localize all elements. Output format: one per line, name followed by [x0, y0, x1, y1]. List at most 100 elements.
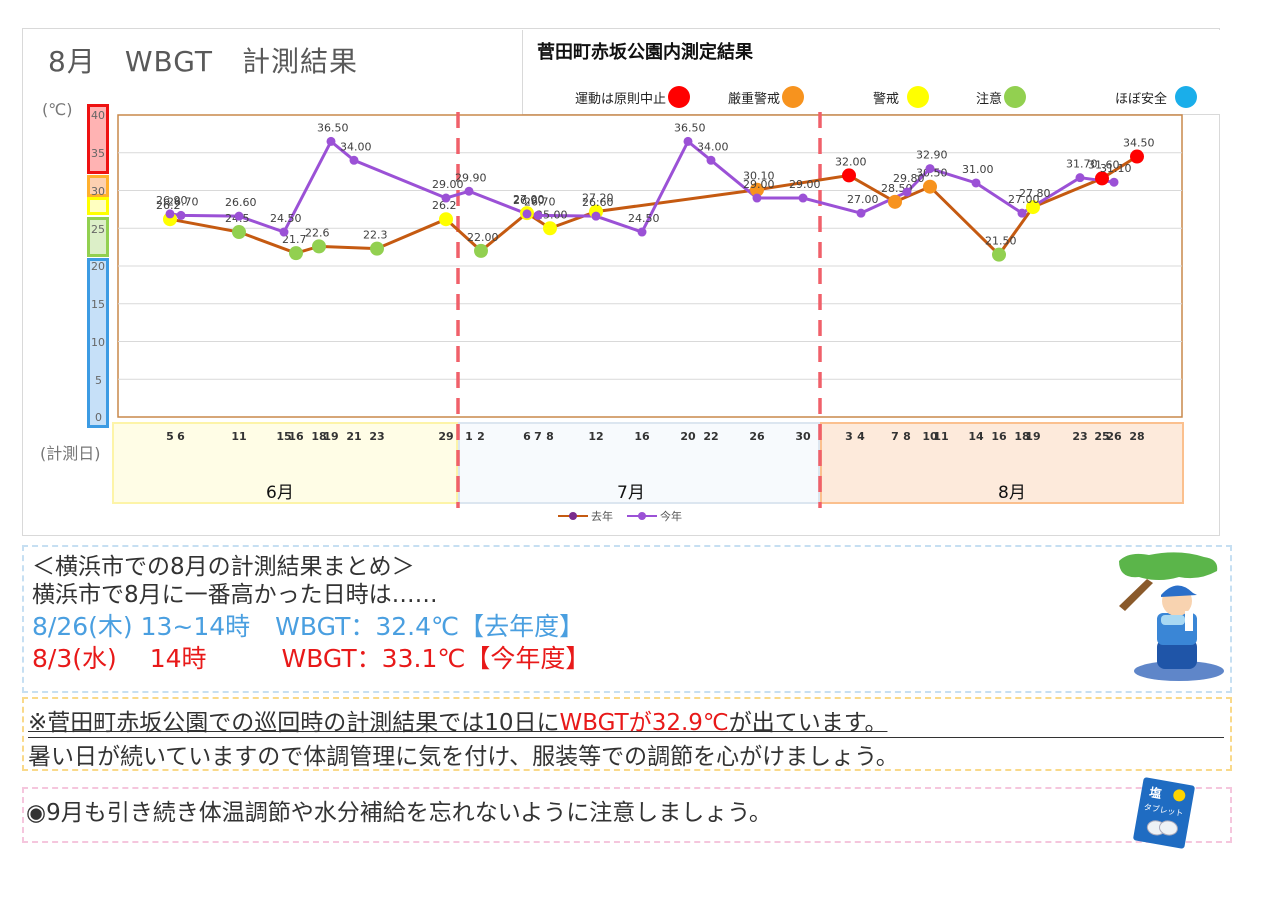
- note-line-2: 暑い日が続いていますので体調管理に気を付け、服装等での調節を心がけましょう。: [28, 744, 899, 770]
- x-tick-day: 11: [933, 430, 949, 443]
- x-tick-day: 20: [680, 430, 696, 443]
- month-label-july: 7月: [617, 483, 645, 503]
- data-label: 24.50: [270, 212, 302, 225]
- data-label: 21.50: [985, 235, 1017, 248]
- data-point-this-year: [752, 193, 762, 203]
- legend-level-caution: 注意: [976, 86, 1027, 108]
- summary-this-year: 8/3(水) 14時 WBGT：33.1℃【今年度】: [32, 644, 591, 673]
- y-tick: 30: [91, 185, 105, 198]
- data-point-last-year: [923, 179, 937, 194]
- data-point-this-year: [591, 211, 601, 221]
- x-tick-day: 8: [903, 430, 911, 443]
- y-tick: 25: [91, 223, 105, 236]
- data-label: 29.80: [893, 172, 925, 185]
- y-tick: 5: [95, 374, 102, 387]
- legend-this-year: 今年: [627, 508, 682, 524]
- x-tick-day: 8: [546, 430, 554, 443]
- data-label: 31.70: [1066, 158, 1098, 171]
- summary-box: ＜横浜市での8月の計測結果まとめ＞ 横浜市で8月に一番高かった日時は…… 8/2…: [22, 545, 1232, 693]
- legend-level-stop: 運動は原則中止: [575, 86, 691, 108]
- y-tick: 35: [91, 147, 105, 160]
- wbgt-line-chart: 26.224.521.722.622.326.222.0027.0025.002…: [117, 112, 1183, 508]
- data-point-last-year: [439, 212, 453, 227]
- data-label: 34.50: [1123, 137, 1155, 150]
- data-label: 26.90: [513, 194, 545, 207]
- data-label: 31.00: [962, 163, 994, 176]
- data-point-this-year: [533, 210, 543, 220]
- data-label: 30.10: [743, 170, 775, 183]
- reminder-box: ◉9月も引き続き体温調節や水分補給を忘れないように注意しましょう。 塩 タブレッ…: [22, 777, 1232, 849]
- x-tick-day: 16: [991, 430, 1007, 443]
- legend-level-warning: 警戒: [873, 86, 930, 108]
- y-tick: 10: [91, 336, 105, 349]
- data-point-this-year: [349, 155, 359, 165]
- x-tick-day: 26: [749, 430, 765, 443]
- data-point-last-year: [232, 225, 246, 240]
- x-tick-day: 3: [845, 430, 853, 443]
- summary-heading: ＜横浜市での8月の計測結果まとめ＞: [32, 554, 415, 580]
- data-label: 30.50: [916, 167, 948, 180]
- scale-blue: [87, 258, 109, 428]
- month-band-june: [112, 422, 458, 504]
- x-tick-day: 19: [1025, 430, 1041, 443]
- x-tick-day: 19: [323, 430, 339, 443]
- data-point-last-year: [842, 168, 856, 183]
- summary-intro: 横浜市で8月に一番高かった日時は……: [32, 582, 438, 608]
- x-tick-day: 30: [795, 430, 811, 443]
- legend-level-severe: 厳重警戒: [728, 86, 805, 108]
- data-label: 34.00: [697, 140, 729, 153]
- data-point-this-year: [441, 193, 451, 203]
- data-label: 29.00: [789, 178, 821, 191]
- data-point-this-year: [165, 209, 175, 219]
- data-point-this-year: [234, 211, 244, 221]
- data-point-last-year: [1095, 171, 1109, 186]
- data-label: 21.7: [282, 233, 307, 246]
- x-tick-day: 6: [177, 430, 185, 443]
- month-band-august: [820, 422, 1184, 504]
- data-label: 31.60: [1088, 158, 1120, 171]
- data-label: 26.2: [432, 199, 457, 212]
- data-point-this-year: [1017, 208, 1027, 218]
- data-point-last-year: [888, 194, 902, 209]
- data-point-last-year: [750, 182, 764, 197]
- data-label: 24.50: [628, 212, 660, 225]
- scale-orange: [87, 175, 109, 197]
- x-tick-day: 5: [166, 430, 174, 443]
- x-tick-day: 26: [1106, 430, 1122, 443]
- x-tick-day: 2: [477, 430, 485, 443]
- svg-text:塩: 塩: [1148, 784, 1162, 801]
- page-title: 8月 WBGT 計測結果: [48, 45, 359, 78]
- y-tick: 40: [91, 109, 105, 122]
- data-point-last-year: [312, 239, 326, 254]
- blue-dot-icon: [1175, 86, 1198, 108]
- x-tick-day: 22: [703, 430, 719, 443]
- data-label: 26.70: [524, 195, 556, 208]
- data-label: 27.00: [1008, 193, 1040, 206]
- data-point-last-year: [992, 247, 1006, 262]
- data-label: 29.00: [743, 178, 775, 191]
- y-tick: 15: [91, 298, 105, 311]
- scale-green: [87, 217, 109, 257]
- x-tick-day: 21: [346, 430, 362, 443]
- data-point-this-year: [902, 187, 912, 197]
- data-point-this-year: [971, 178, 981, 188]
- x-tick-day: 10: [922, 430, 938, 443]
- x-axis-label: (計測日): [40, 444, 101, 463]
- data-point-this-year: [522, 209, 532, 219]
- x-tick-day: 1: [465, 430, 473, 443]
- note-line-1: ※菅田町赤坂公園での巡回時の計測結果では10日にWBGTが32.9℃が出ています…: [28, 703, 1224, 738]
- data-label: 27.20: [582, 192, 614, 205]
- x-tick-day: 4: [857, 430, 865, 443]
- data-point-this-year: [856, 208, 866, 218]
- data-point-this-year: [1075, 173, 1085, 183]
- x-tick-day: 18: [1014, 430, 1030, 443]
- data-point-this-year: [279, 227, 289, 237]
- x-tick-day: 7: [534, 430, 542, 443]
- data-label: 25.00: [536, 208, 568, 221]
- data-label: 36.50: [674, 121, 706, 134]
- y-axis-unit: (℃): [42, 100, 73, 119]
- month-label-june: 6月: [266, 483, 294, 503]
- data-label: 31.10: [1100, 162, 1132, 175]
- month-label-august: 8月: [998, 483, 1026, 503]
- note-highlight: WBGTが32.9℃: [559, 710, 729, 736]
